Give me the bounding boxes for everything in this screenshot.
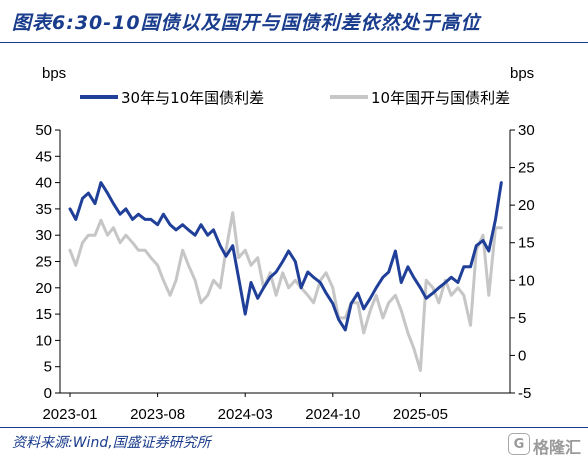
left-tick-label: 40 [35,175,52,192]
right-tick-label: 15 [518,235,535,252]
left-tick-label: 15 [35,306,52,323]
watermark: G 格隆汇 [508,432,584,458]
series-cdb-line [68,211,503,372]
left-tick-label: 45 [35,148,52,165]
x-tick-label: 2025-05 [393,406,448,423]
left-tick-label: 20 [35,280,52,297]
source-note: 资料来源:Wind,国盛证券研究所 [12,435,211,451]
left-tick-label: 50 [35,122,52,139]
left-tick-label: 0 [44,385,52,402]
series-layer [68,181,503,372]
right-tick-label: 10 [518,272,535,289]
chart-svg: 50454035302520151050302520151050-52023-0… [35,65,534,423]
left-tick-label: 30 [35,227,52,244]
left-tick-label: 5 [44,359,52,376]
right-unit-label: bps [510,65,534,82]
right-tick-label: 25 [518,160,535,177]
source-rule [0,427,588,428]
right-tick-label: 30 [518,122,535,139]
right-tick-label: 20 [518,197,535,214]
x-tick-label: 2023-01 [42,406,97,423]
legend-label-30-10: 30年与10年国债利差 [121,89,264,107]
chart-title: 图表6:30-10国债以及国开与国债利差依然处于高位 [12,12,481,34]
series-30-10-line [68,181,503,332]
title-rule [0,42,588,43]
right-tick-label: 0 [518,347,526,364]
left-tick-label: 10 [35,332,52,349]
left-tick-label: 35 [35,201,52,218]
left-tick-label: 25 [35,254,52,271]
chart-legend: 30年与10年国债利差 10年国开与国债利差 [80,89,510,107]
left-unit-label: bps [42,65,66,82]
x-tick-label: 2024-03 [218,406,273,423]
x-tick-label: 2023-08 [130,406,185,423]
chart-axes: 50454035302520151050302520151050-52023-0… [35,65,534,423]
right-tick-label: 5 [518,310,526,327]
watermark-logo-icon: G [508,433,530,455]
legend-label-cdb: 10年国开与国债利差 [371,89,510,107]
watermark-text: 格隆汇 [533,438,582,457]
right-tick-label: -5 [518,385,531,402]
x-tick-label: 2024-10 [305,406,360,423]
